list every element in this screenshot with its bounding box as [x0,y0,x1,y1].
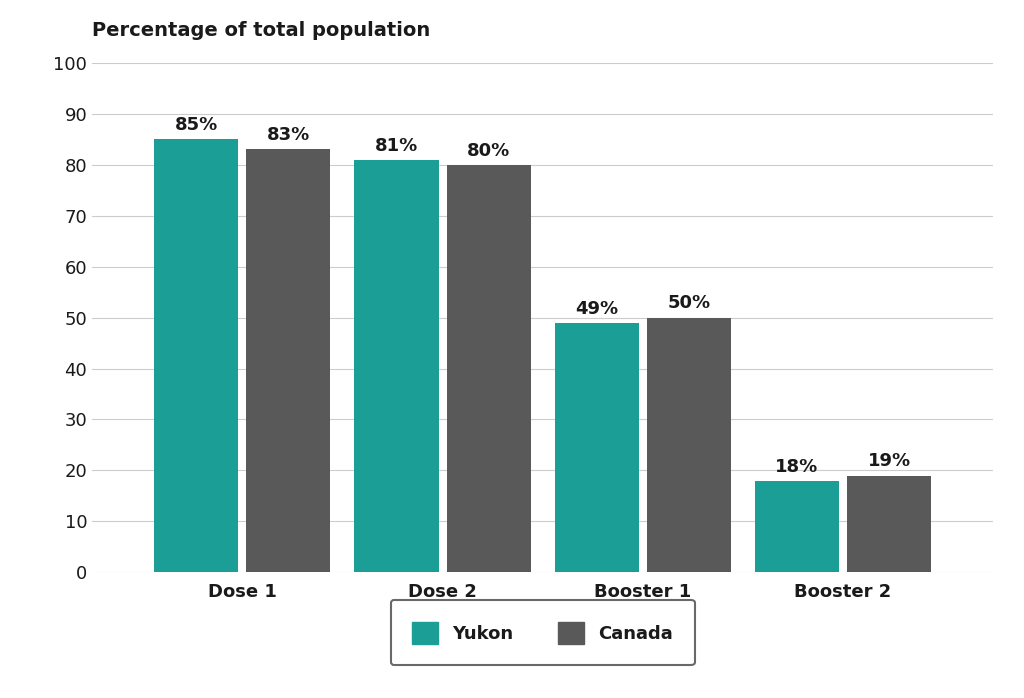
Text: 18%: 18% [775,458,818,475]
Bar [647,318,731,572]
Legend: Yukon, Canada: Yukon, Canada [391,600,694,665]
Text: 50%: 50% [668,295,711,313]
Text: 85%: 85% [175,116,218,134]
Text: 80%: 80% [467,142,510,160]
Text: 83%: 83% [267,126,310,144]
Bar [847,475,931,572]
Bar [555,322,639,572]
Bar [446,165,530,572]
Text: 81%: 81% [375,137,418,154]
Text: Percentage of total population: Percentage of total population [92,21,430,40]
Bar [354,160,438,572]
Bar [247,149,331,572]
Text: 19%: 19% [867,452,910,470]
Text: 49%: 49% [575,299,618,318]
Bar [755,481,839,572]
Bar [155,140,239,572]
